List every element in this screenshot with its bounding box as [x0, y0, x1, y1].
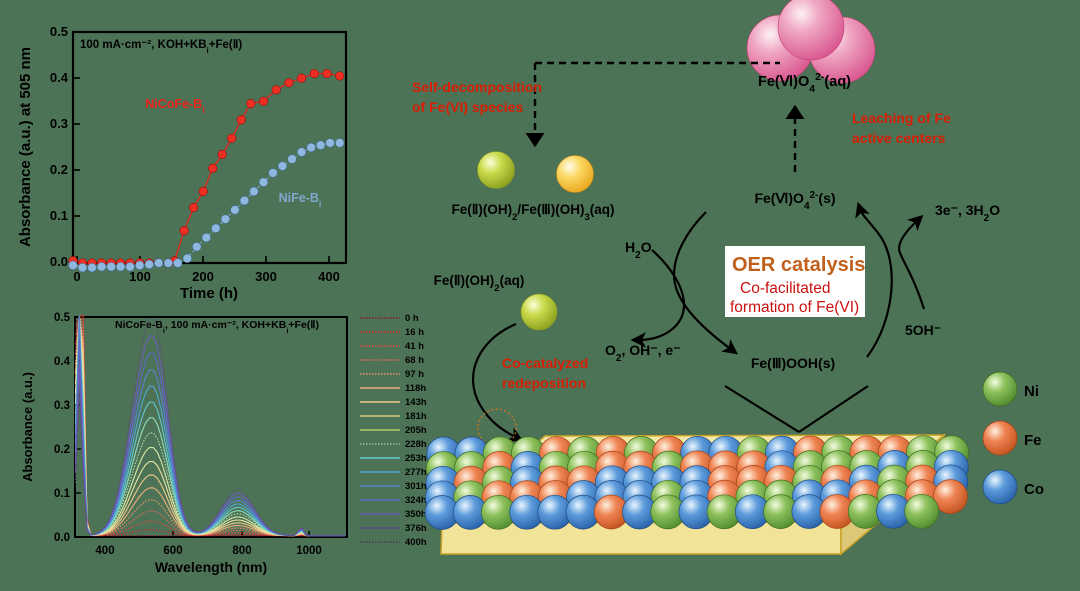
svg-text:0.5: 0.5	[50, 24, 68, 39]
svg-text:1000: 1000	[296, 545, 322, 557]
svg-text:0.3: 0.3	[54, 400, 70, 412]
svg-text:Co-facilitated: Co-facilitated	[740, 280, 830, 297]
svg-text:0.2: 0.2	[54, 444, 70, 456]
svg-text:Leaching of Fe: Leaching of Fe	[852, 110, 951, 126]
svg-text:redeposition: redeposition	[502, 375, 586, 391]
svg-text:324h: 324h	[405, 495, 427, 506]
svg-text:200: 200	[192, 269, 214, 284]
svg-text:16 h: 16 h	[405, 327, 424, 338]
svg-text:400: 400	[318, 269, 340, 284]
svg-text:formation of Fe(VI): formation of Fe(VI)	[730, 299, 859, 316]
svg-text:800: 800	[232, 545, 251, 557]
svg-text:0 h: 0 h	[405, 313, 419, 324]
svg-text:Wavelength (nm): Wavelength (nm)	[155, 559, 267, 575]
svg-text:350h: 350h	[405, 509, 427, 520]
svg-text:118h: 118h	[405, 383, 426, 394]
svg-text:181h: 181h	[405, 411, 427, 422]
svg-text:376h: 376h	[405, 523, 427, 534]
svg-text:0.4: 0.4	[50, 70, 69, 85]
svg-text:143h: 143h	[405, 397, 427, 408]
svg-text:0.1: 0.1	[50, 208, 68, 223]
svg-text:OER catalysis: OER catalysis	[732, 254, 865, 276]
svg-text:0.5: 0.5	[54, 312, 71, 324]
svg-text:Self-decomposition: Self-decomposition	[412, 79, 542, 95]
svg-text:of Fe(VI) species: of Fe(VI) species	[412, 99, 523, 115]
svg-text:0.0: 0.0	[54, 532, 70, 544]
svg-text:277h: 277h	[405, 467, 427, 478]
svg-text:68 h: 68 h	[405, 355, 424, 366]
svg-text:0.4: 0.4	[54, 356, 71, 368]
svg-text:Absorbance (a.u.): Absorbance (a.u.)	[20, 372, 35, 482]
svg-text:400h: 400h	[405, 537, 427, 548]
svg-text:0.3: 0.3	[50, 116, 68, 131]
svg-text:Absorbance (a.u.) at 505 nm: Absorbance (a.u.) at 505 nm	[17, 47, 34, 247]
svg-text:41 h: 41 h	[405, 341, 424, 352]
svg-text:0.0: 0.0	[50, 254, 68, 269]
svg-text:400: 400	[95, 545, 114, 557]
svg-text:Fe(Ⅲ)OOH(s): Fe(Ⅲ)OOH(s)	[751, 355, 835, 371]
svg-text:Ni: Ni	[1024, 383, 1039, 400]
svg-text:Co-catalyzed: Co-catalyzed	[502, 355, 588, 371]
svg-text:Time (h): Time (h)	[180, 285, 238, 302]
svg-text:5OH⁻: 5OH⁻	[905, 322, 941, 338]
svg-text:Fe: Fe	[1024, 432, 1042, 449]
svg-text:0.1: 0.1	[54, 488, 71, 500]
svg-text:600: 600	[163, 545, 182, 557]
svg-text:228h: 228h	[405, 439, 427, 450]
svg-text:active centers: active centers	[852, 130, 946, 146]
svg-text:Co: Co	[1024, 481, 1044, 498]
svg-text:0.2: 0.2	[50, 162, 68, 177]
svg-text:0: 0	[73, 269, 80, 284]
svg-text:97 h: 97 h	[405, 369, 424, 380]
svg-text:205h: 205h	[405, 425, 427, 436]
svg-text:253h: 253h	[405, 453, 427, 464]
svg-text:100: 100	[129, 269, 151, 284]
svg-text:300: 300	[255, 269, 277, 284]
svg-text:301h: 301h	[405, 481, 427, 492]
